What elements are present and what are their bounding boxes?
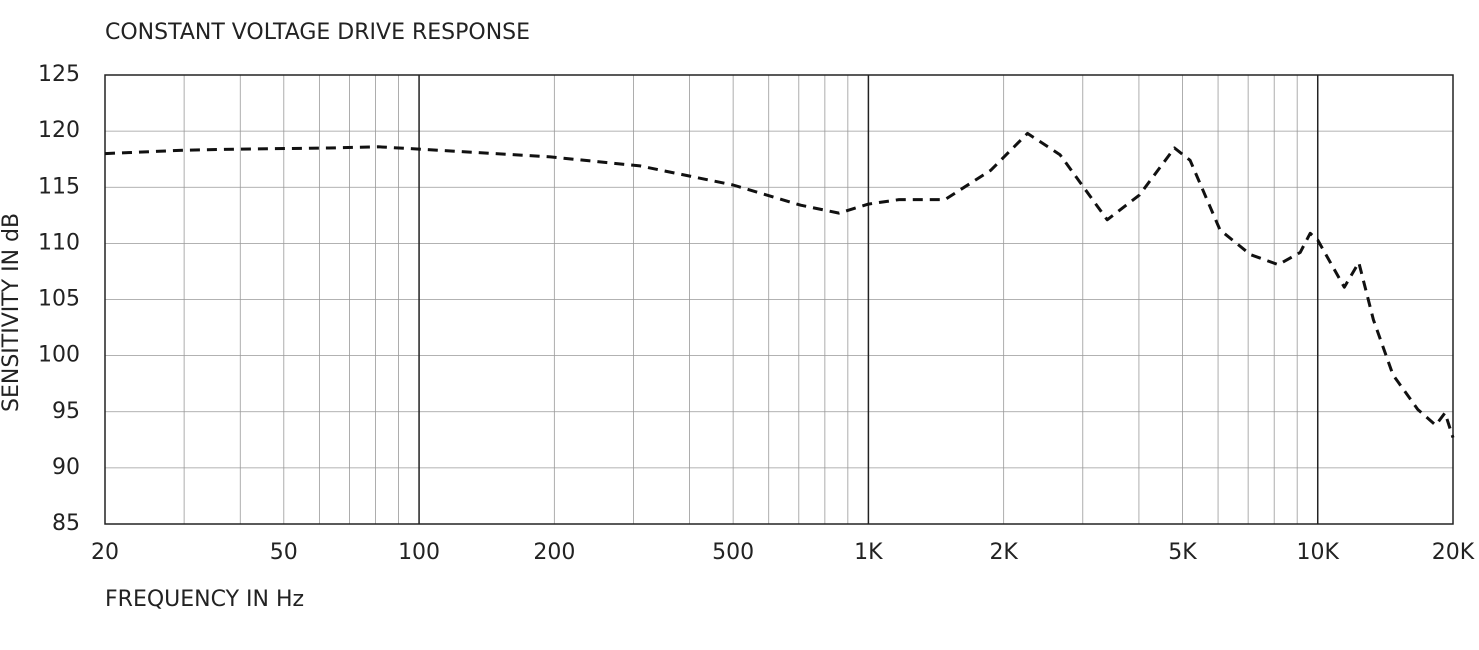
- x-tick-label: 5K: [1168, 540, 1197, 565]
- x-tick-label: 20: [91, 540, 119, 565]
- x-tick-label: 50: [270, 540, 298, 565]
- y-tick-label: 110: [38, 230, 80, 255]
- x-tick-label: 1K: [854, 540, 883, 565]
- y-tick-label: 115: [38, 174, 80, 199]
- y-tick-label: 100: [38, 343, 80, 368]
- x-axis-label: FREQUENCY IN Hz: [105, 587, 304, 612]
- x-tick-label: 2K: [989, 540, 1018, 565]
- response-line: [104, 131, 1455, 439]
- y-tick-label: 105: [38, 287, 80, 312]
- y-tick-label: 90: [52, 455, 80, 480]
- x-tick-label: 20K: [1432, 540, 1475, 565]
- plot-frame: [104, 74, 1454, 525]
- x-tick-label: 200: [533, 540, 575, 565]
- y-tick-label: 120: [38, 118, 80, 143]
- x-tick-label: 10K: [1297, 540, 1340, 565]
- chart-title: CONSTANT VOLTAGE DRIVE RESPONSE: [105, 20, 530, 45]
- x-tick-label: 500: [712, 540, 754, 565]
- y-tick-label: 85: [52, 511, 80, 536]
- y-tick-label: 125: [38, 62, 80, 87]
- x-tick-label: 100: [398, 540, 440, 565]
- y-axis-label: SENSITIVITY IN dB: [0, 213, 24, 412]
- y-tick-label: 95: [52, 399, 80, 424]
